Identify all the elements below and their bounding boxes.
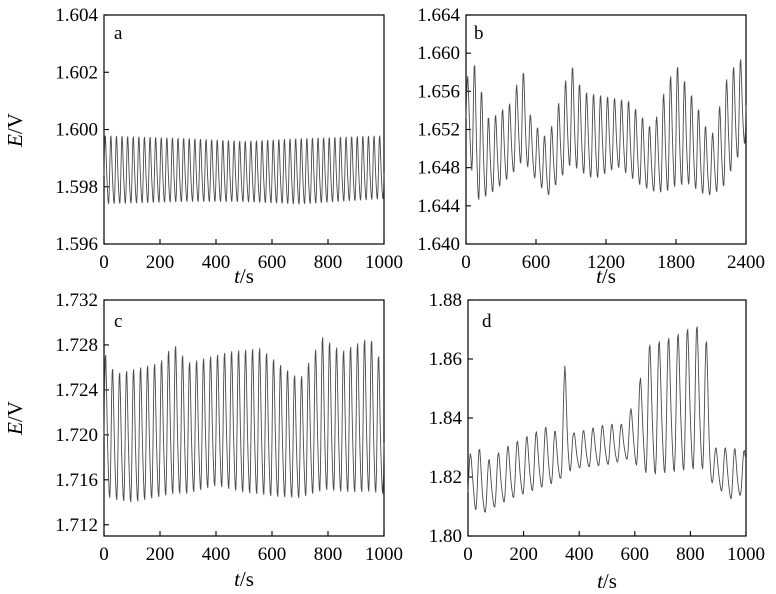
y-tick-label-a-0: 1.596	[55, 234, 98, 255]
x-axis-var-a: t	[234, 264, 241, 288]
y-tick-label-a-1: 1.598	[55, 177, 98, 198]
y-ticks-b: 1.640 1.644 1.648 1.652 1.656 1.660 1.664	[417, 5, 471, 255]
panel-tag-a: a	[114, 23, 123, 44]
x-ticks-a: 0 200 400 600 800 1000	[99, 239, 403, 273]
y-ticks-a: 1.596 1.598 1.600 1.602 1.604	[55, 5, 109, 255]
y-tick-label-d-1: 1.82	[429, 467, 462, 488]
x-tick-label-a-1: 200	[146, 252, 175, 273]
series-line-c	[103, 337, 385, 503]
y-tick-label-a-3: 1.602	[55, 62, 98, 83]
x-axis-label-d: t/s	[597, 569, 617, 593]
x-tick-label-d-5: 1000	[727, 544, 765, 565]
x-axis-unit-a: /s	[240, 264, 254, 288]
x-tick-label-d-3: 600	[621, 544, 650, 565]
x-tick-label-c-2: 400	[202, 544, 231, 565]
x-tick-label-b-1: 600	[522, 252, 551, 273]
y-tick-label-a-4: 1.604	[55, 5, 98, 26]
panel-tag-b: b	[474, 23, 484, 44]
x-axis-var-d: t	[597, 569, 604, 593]
y-tick-label-d-3: 1.86	[429, 349, 462, 370]
y-axis-label-c: E/V	[3, 401, 27, 436]
y-tick-label-b-0: 1.640	[417, 234, 460, 255]
x-axis-unit-d: /s	[603, 569, 617, 593]
x-tick-label-b-4: 2400	[727, 252, 765, 273]
y-tick-label-d-2: 1.84	[429, 408, 463, 429]
y-tick-label-d-4: 1.88	[429, 290, 462, 311]
x-tick-label-d-4: 800	[676, 544, 705, 565]
y-tick-label-d-0: 1.80	[429, 526, 462, 547]
x-ticks-c: 0 200 400 600 800 1000	[99, 531, 403, 565]
y-tick-label-c-0: 1.712	[55, 515, 98, 536]
y-ticks-c: 1.712 1.716 1.720 1.724 1.728 1.732	[55, 290, 109, 536]
x-tick-label-c-3: 600	[258, 544, 287, 565]
y-tick-label-b-1: 1.644	[417, 196, 460, 217]
y-tick-label-b-6: 1.664	[417, 5, 460, 26]
series-line-b	[465, 59, 747, 200]
panel-a: a 0 200 400 600 800 1000 1.596 1.598 1.600 1.602…	[3, 5, 403, 288]
y-tick-label-b-2: 1.648	[417, 158, 460, 179]
y-tick-label-c-4: 1.728	[55, 335, 98, 356]
y-axis-var-a: E	[3, 134, 27, 148]
series-line-a	[103, 135, 385, 205]
plot-frame-a	[103, 14, 385, 245]
x-tick-label-a-3: 600	[258, 252, 287, 273]
x-axis-unit-b: /s	[602, 264, 616, 288]
x-tick-label-b-3: 1800	[657, 252, 695, 273]
x-tick-label-b-2: 1200	[587, 252, 625, 273]
x-axis-var-c: t	[234, 567, 241, 591]
panel-c: c 0 200 400 600 800 1000 1.712 1.716 1.720 1.724…	[3, 290, 403, 591]
x-tick-label-a-4: 800	[314, 252, 343, 273]
x-tick-label-a-0: 0	[99, 252, 109, 273]
x-tick-label-a-2: 400	[202, 252, 231, 273]
x-axis-label-b: t/s	[596, 264, 616, 288]
y-tick-label-c-3: 1.724	[55, 380, 98, 401]
x-axis-label-c: t/s	[234, 567, 254, 591]
y-ticks-d: 1.80 1.82 1.84 1.86 1.88	[429, 290, 473, 547]
x-ticks-b: 0 600 1200 1800 2400	[461, 239, 765, 273]
x-tick-label-d-1: 200	[509, 544, 538, 565]
y-axis-label-a: E/V	[3, 113, 27, 148]
y-axis-var-c: E	[3, 422, 27, 436]
y-tick-label-b-3: 1.652	[417, 120, 460, 141]
y-axis-unit-a: /V	[3, 113, 27, 134]
y-tick-label-b-4: 1.656	[417, 81, 460, 102]
y-tick-label-b-5: 1.660	[417, 43, 460, 64]
x-tick-label-c-4: 800	[314, 544, 343, 565]
x-axis-label-a: t/s	[234, 264, 254, 288]
x-axis-unit-c: /s	[240, 567, 254, 591]
panel-d: d 0 200 400 600 800 1000 1.80 1.82 1.84 1.86 1.88…	[429, 290, 765, 593]
series-line-d	[467, 326, 746, 513]
x-axis-var-b: t	[596, 264, 603, 288]
y-tick-label-c-2: 1.720	[55, 425, 98, 446]
panel-tag-d: d	[482, 311, 492, 332]
panel-b: b 0 600 1200 1800 2400 1.6401.6441.6481.6521…	[417, 5, 765, 288]
x-tick-label-c-0: 0	[99, 544, 109, 565]
x-tick-label-d-0: 0	[463, 544, 473, 565]
x-tick-label-c-1: 200	[146, 544, 175, 565]
x-tick-label-b-0: 0	[461, 252, 471, 273]
x-ticks-d: 0 200 400 600 800 1000	[463, 531, 765, 565]
y-tick-label-c-1: 1.716	[55, 470, 98, 491]
x-tick-label-c-5: 1000	[365, 544, 403, 565]
y-tick-label-c-5: 1.732	[55, 290, 98, 311]
y-tick-label-a-2: 1.600	[55, 120, 98, 141]
panel-tag-c: c	[114, 311, 122, 332]
x-tick-label-a-5: 1000	[365, 252, 403, 273]
y-axis-unit-c: /V	[3, 401, 27, 422]
x-tick-label-d-2: 400	[565, 544, 594, 565]
